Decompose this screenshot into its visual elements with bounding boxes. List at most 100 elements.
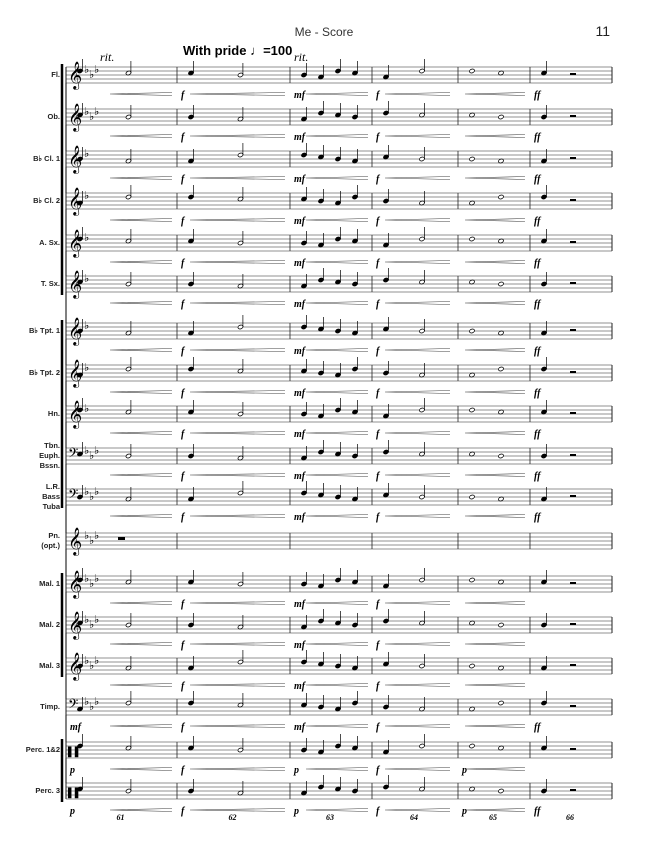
page-number: 11 [595,23,610,39]
instrument-label: Ob. [2,112,61,122]
hairpin [384,218,451,222]
instrument-label: Timp. [2,702,60,712]
hairpin [189,808,286,812]
hairpin [305,301,369,305]
instrument-label-line: Perc. 3 [35,786,60,795]
dynamic-marking: mf [294,471,307,482]
hairpin [305,724,369,728]
flat-icon: ♭ [94,105,99,118]
hairpin [464,514,526,518]
hairpin [384,473,451,477]
rest [570,282,576,284]
flat-icon: ♭ [89,449,94,462]
hairpin [384,134,451,138]
dynamic-marking: f [181,599,186,610]
note-head [498,453,504,459]
hairpin [464,473,526,477]
dynamic-marking: mf [294,640,307,651]
hairpin [189,431,286,435]
hairpin [384,301,451,305]
hairpin [109,601,173,605]
dynamic-marking: ff [534,90,542,101]
treble-clef-icon: 𝄞 [68,570,82,599]
rest [570,412,576,414]
flat-icon: ♭ [89,490,94,503]
dynamic-marking: f [376,346,381,357]
dynamic-marking: ff [534,512,542,523]
flat-icon: ♭ [94,695,99,708]
rest [570,582,576,584]
note-head [498,665,504,671]
flat-icon: ♭ [94,572,99,585]
flat-icon: ♭ [84,572,89,585]
treble-clef-icon: 𝄞 [68,400,82,429]
hairpin [305,431,369,435]
dynamic-marking: f [376,388,381,399]
hairpin [109,767,173,771]
dynamic-marking: f [181,90,186,101]
flat-icon: ♭ [84,231,89,244]
dynamic-marking: ff [534,429,542,440]
dynamic-marking: ff [534,806,542,817]
flat-icon: ♭ [89,68,94,81]
note-head [498,700,504,706]
instrument-label-line: Fl. [51,70,60,79]
hairpin [464,683,526,687]
hairpin [189,724,286,728]
dynamic-marking: ff [534,471,542,482]
instrument-label: B♭ Cl. 2 [2,196,60,206]
instrument-label-line: A. Sx. [39,238,60,247]
flat-icon: ♭ [94,654,99,667]
hairpin [464,390,526,394]
dynamic-marking: f [181,471,186,482]
hairpin [189,642,286,646]
dynamic-marking: ff [534,299,542,310]
dynamic-marking: p [461,806,467,817]
hairpin [189,301,286,305]
dynamic-marking: mf [294,599,307,610]
hairpin [189,134,286,138]
hairpin [109,473,173,477]
flat-icon: ♭ [89,700,94,713]
rest [570,329,576,331]
rest [570,789,576,791]
hairpin [189,601,286,605]
hairpin [189,683,286,687]
rest [570,495,576,497]
treble-clef-icon: 𝄞 [68,187,82,216]
hairpin [189,218,286,222]
instrument-label: Pn. (opt.) [2,531,60,551]
hairpin [464,134,526,138]
treble-clef-icon: 𝄞 [68,270,82,299]
flat-icon: ♭ [89,534,94,547]
hairpin [384,92,451,96]
dynamic-marking: ff [534,216,542,227]
hairpin [189,92,286,96]
flat-icon: ♭ [94,613,99,626]
hairpin [464,724,526,728]
hairpin [464,260,526,264]
hairpin [189,176,286,180]
instrument-label: Mal. 3 [2,661,60,671]
note-head [469,279,475,285]
instrument-label-line: Bass [42,492,60,501]
hairpin [305,473,369,477]
flat-icon: ♭ [89,110,94,123]
dynamic-marking: f [376,132,381,143]
hairpin [305,642,369,646]
note-head [498,194,504,200]
treble-clef-icon: 𝄞 [68,145,82,174]
hairpin [109,348,173,352]
hairpin [189,348,286,352]
hairpin [384,514,451,518]
instrument-label-line: B♭ Cl. 1 [33,154,60,163]
flat-icon: ♭ [84,272,89,285]
dynamic-marking: f [181,512,186,523]
dynamic-marking: f [181,429,186,440]
hairpin [305,514,369,518]
note-head [498,579,504,585]
instrument-label-line: B♭ Tpt. 2 [28,368,60,377]
hairpin [189,473,286,477]
measure-number: 65 [489,813,497,822]
instrument-label-line: B♭ Cl. 2 [33,196,60,205]
